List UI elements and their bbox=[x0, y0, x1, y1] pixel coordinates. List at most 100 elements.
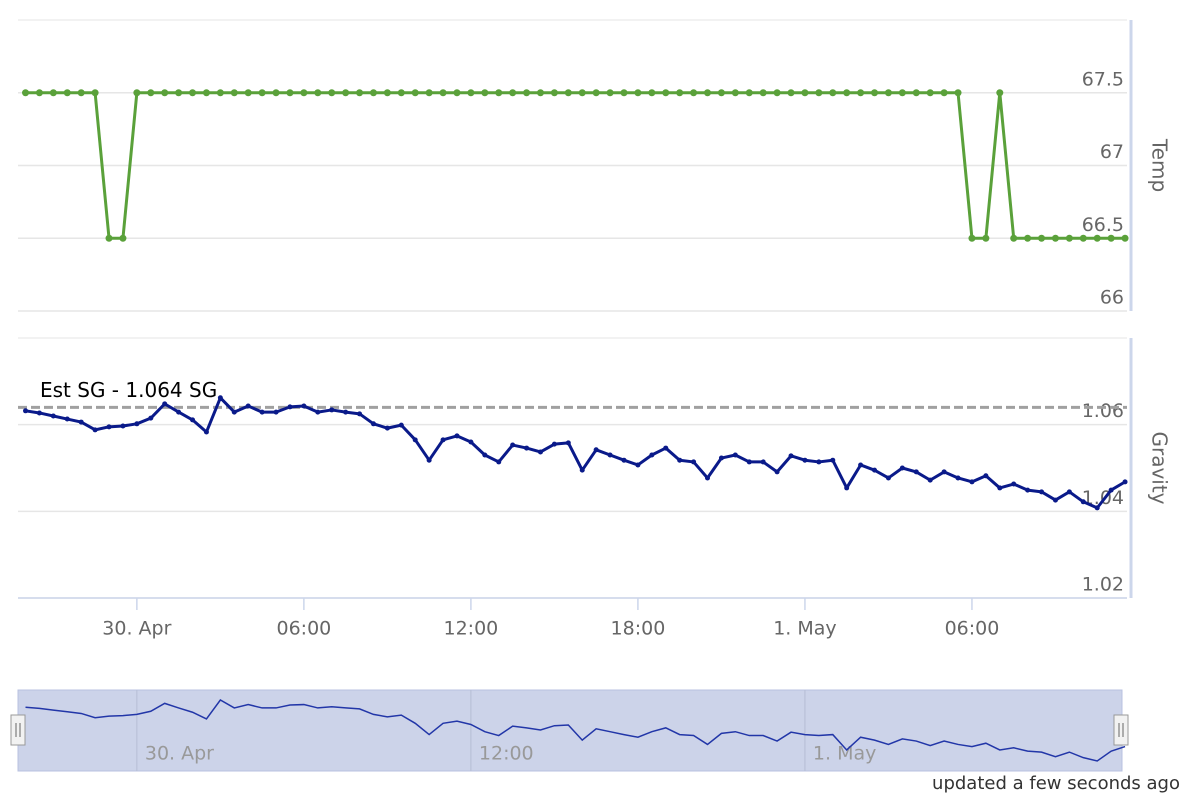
point bbox=[550, 89, 558, 97]
y-tick-label: 66 bbox=[1100, 287, 1124, 309]
point bbox=[244, 89, 252, 97]
point bbox=[884, 89, 892, 97]
point bbox=[510, 442, 516, 448]
point bbox=[898, 89, 906, 97]
point bbox=[495, 89, 503, 97]
y-tick-label: 66.5 bbox=[1082, 214, 1124, 236]
point bbox=[872, 467, 878, 473]
point bbox=[481, 89, 489, 97]
point bbox=[231, 409, 237, 415]
point bbox=[468, 439, 474, 445]
point bbox=[496, 459, 502, 465]
point bbox=[1080, 499, 1086, 505]
point bbox=[649, 452, 655, 458]
point bbox=[343, 409, 349, 415]
point bbox=[788, 453, 794, 459]
point bbox=[425, 89, 433, 97]
point bbox=[635, 462, 641, 468]
point bbox=[202, 89, 210, 97]
point bbox=[662, 89, 670, 97]
x-tick-label: 18:00 bbox=[611, 618, 666, 640]
point bbox=[565, 440, 571, 446]
point bbox=[412, 437, 418, 443]
point bbox=[745, 89, 753, 97]
x-tick-label: 12:00 bbox=[444, 618, 499, 640]
point bbox=[133, 89, 141, 97]
point bbox=[537, 449, 543, 455]
point bbox=[885, 475, 891, 481]
point bbox=[1025, 487, 1031, 493]
point bbox=[509, 89, 517, 97]
point bbox=[676, 89, 684, 97]
navigator-bg bbox=[17, 689, 1123, 772]
point bbox=[899, 465, 905, 471]
point bbox=[1066, 489, 1072, 495]
point bbox=[536, 89, 544, 97]
navigator-tick-label: 30. Apr bbox=[145, 743, 214, 765]
point bbox=[1121, 234, 1129, 242]
point bbox=[342, 89, 350, 97]
point bbox=[1079, 234, 1087, 242]
plot-line-label: Est SG - 1.064 SG bbox=[40, 378, 217, 402]
point bbox=[315, 409, 321, 415]
point bbox=[258, 89, 266, 97]
point bbox=[147, 89, 155, 97]
point bbox=[564, 89, 572, 97]
point bbox=[955, 475, 961, 481]
point bbox=[551, 441, 557, 447]
point bbox=[119, 234, 127, 242]
point bbox=[467, 89, 475, 97]
point bbox=[844, 485, 850, 491]
point bbox=[829, 89, 837, 97]
y-axis-title: Temp bbox=[1148, 138, 1172, 192]
point bbox=[328, 89, 336, 97]
point bbox=[593, 447, 599, 453]
navigator-tick-label: 12:00 bbox=[479, 743, 534, 765]
point bbox=[634, 89, 642, 97]
navigator-series bbox=[25, 699, 1126, 762]
y-tick-label: 67 bbox=[1100, 141, 1124, 163]
point bbox=[106, 424, 112, 430]
y-tick-label: 1.02 bbox=[1082, 574, 1124, 596]
point bbox=[690, 89, 698, 97]
point bbox=[802, 457, 808, 463]
navigator-handle[interactable] bbox=[10, 714, 26, 746]
point bbox=[1122, 479, 1128, 485]
point bbox=[731, 89, 739, 97]
point bbox=[190, 417, 196, 423]
point bbox=[272, 89, 280, 97]
point bbox=[1052, 497, 1058, 503]
point bbox=[161, 89, 169, 97]
point bbox=[162, 401, 168, 407]
point bbox=[996, 89, 1004, 97]
point bbox=[259, 409, 265, 415]
point bbox=[759, 89, 767, 97]
point bbox=[607, 452, 613, 458]
point bbox=[439, 89, 447, 97]
point bbox=[746, 459, 752, 465]
point bbox=[36, 410, 42, 416]
x-tick-label: 06:00 bbox=[945, 618, 1000, 640]
navigator-handle[interactable] bbox=[1113, 714, 1129, 746]
y-tick-label: 1.04 bbox=[1082, 487, 1124, 509]
point bbox=[1010, 234, 1018, 242]
point bbox=[77, 89, 85, 97]
point bbox=[314, 89, 322, 97]
point bbox=[621, 457, 627, 463]
point bbox=[92, 427, 98, 433]
point bbox=[677, 457, 683, 463]
point bbox=[927, 477, 933, 483]
point bbox=[120, 423, 126, 429]
point bbox=[105, 234, 113, 242]
point bbox=[940, 89, 948, 97]
point bbox=[968, 234, 976, 242]
point bbox=[383, 89, 391, 97]
point bbox=[579, 467, 585, 473]
point bbox=[189, 89, 197, 97]
point bbox=[482, 452, 488, 458]
x-tick-label: 06:00 bbox=[276, 618, 331, 640]
point bbox=[357, 411, 363, 417]
point bbox=[35, 89, 43, 97]
point bbox=[453, 89, 461, 97]
